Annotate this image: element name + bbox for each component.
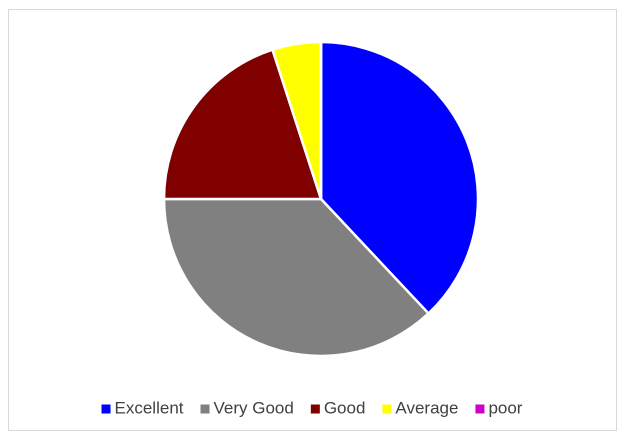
pie-slice [162, 197, 431, 358]
legend-marker [200, 404, 210, 414]
legend-marker [382, 404, 392, 414]
legend-label: poor [488, 398, 522, 417]
legend-marker [101, 404, 111, 414]
legend-label: Average [395, 398, 458, 417]
legend-marker [475, 404, 485, 414]
pie-slice [319, 40, 480, 316]
legend-label: Very Good [214, 398, 294, 417]
pie-slice [162, 48, 323, 201]
legend-marker [310, 404, 320, 414]
legend-label: Excellent [115, 398, 184, 417]
legend-label: Good [324, 398, 366, 417]
